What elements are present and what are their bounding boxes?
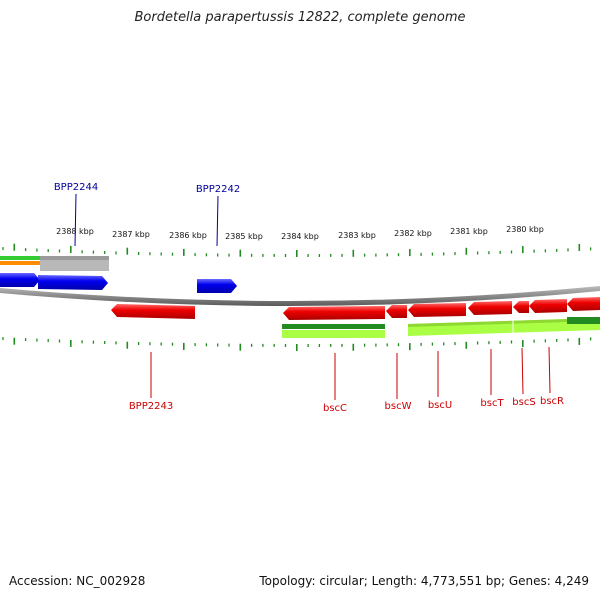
feature-green	[0, 256, 40, 260]
feature-dark-green-1	[282, 324, 385, 329]
scale-label-2384: 2384 kbp	[281, 232, 319, 241]
map-title: Bordetella parapertussis 12822, complete…	[134, 10, 466, 25]
gene-bpp2244[interactable]	[38, 275, 108, 290]
scale-label-2383: 2383 kbp	[338, 231, 376, 240]
gene-bscq[interactable]	[567, 297, 600, 311]
accession-text: Accession: NC_002928	[9, 574, 146, 588]
scale-label-2387: 2387 kbp	[112, 230, 150, 239]
feature-light-green-shade	[408, 318, 600, 327]
scale-ticks-top	[2, 243, 592, 257]
scale-label-2386: 2386 kbp	[169, 231, 207, 240]
label-bscu[interactable]: bscU	[428, 400, 452, 411]
gene-bscu[interactable]	[408, 303, 466, 317]
gene-bpp2242[interactable]	[197, 279, 237, 293]
forward-genes	[0, 273, 237, 293]
leader-bscs	[521, 347, 524, 395]
scale-label-2382: 2382 kbp	[394, 229, 432, 238]
gene-bpp2245[interactable]	[0, 273, 40, 287]
label-bpp2244[interactable]: BPP2244	[54, 182, 98, 193]
scale-label-2380: 2380 kbp	[506, 225, 544, 234]
reverse-labels: BPP2243 bscC bscW bscU bscT bscS bscR	[129, 346, 564, 414]
topology-text: Topology: circular; Length: 4,773,551 bp…	[259, 574, 589, 588]
scale-labels: 2388 kbp 2387 kbp 2386 kbp 2385 kbp 2384…	[56, 225, 544, 241]
feature-orange	[0, 261, 40, 265]
label-bscw[interactable]: bscW	[385, 401, 412, 412]
label-bsct[interactable]: bscT	[480, 398, 504, 409]
feature-dark-green-2	[567, 317, 600, 324]
genome-backbone	[0, 286, 600, 307]
feature-track-lower	[282, 317, 600, 338]
feature-track-upper	[0, 256, 109, 271]
label-bpp2242[interactable]: BPP2242	[196, 184, 240, 195]
feature-light-green-1	[282, 330, 385, 338]
gene-bpp2243[interactable]	[111, 304, 195, 319]
reverse-genes	[111, 297, 600, 320]
scale-label-2381: 2381 kbp	[450, 227, 488, 236]
gene-bscs[interactable]	[513, 301, 529, 313]
label-bscc[interactable]: bscC	[323, 403, 347, 414]
gene-bsct[interactable]	[468, 301, 512, 315]
label-bscr[interactable]: bscR	[540, 396, 564, 407]
gene-bscw[interactable]	[386, 305, 407, 318]
leader-bpp2244	[74, 193, 77, 247]
label-bpp2243[interactable]: BPP2243	[129, 401, 173, 412]
forward-labels: BPP2244 BPP2242	[54, 182, 240, 247]
label-bscs[interactable]: bscS	[512, 397, 535, 408]
leader-bscr	[548, 346, 551, 394]
gene-bscr[interactable]	[529, 299, 567, 313]
leader-bpp2242	[216, 195, 219, 247]
gene-bscc[interactable]	[283, 306, 385, 320]
feature-grey-shade	[40, 256, 109, 260]
scale-ticks-bottom	[2, 337, 592, 351]
scale-label-2385: 2385 kbp	[225, 232, 263, 241]
